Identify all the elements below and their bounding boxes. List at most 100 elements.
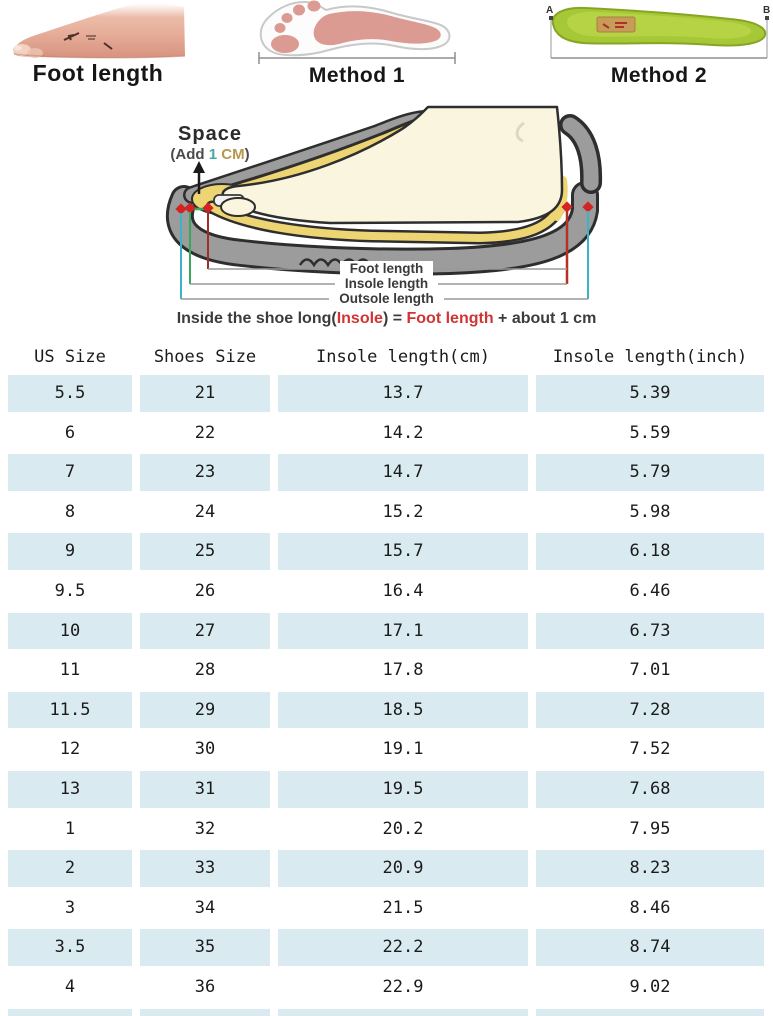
table-cell: 12: [59, 739, 81, 760]
table-cell: 6.18: [536, 533, 764, 570]
table-cell: 6.73: [536, 612, 764, 650]
table-cell: 14.2: [382, 422, 424, 443]
size-table-header: US Size Shoes Size Insole length(cm) Ins…: [0, 340, 773, 375]
foot-length-label: Foot length: [32, 60, 164, 86]
formula-foot-length: Foot length: [406, 310, 494, 327]
table-cell: 16.4: [382, 580, 424, 601]
table-cell: 23: [140, 454, 270, 491]
table-row: 6 22 14.2 5.59: [0, 415, 773, 452]
table-cell: 34: [194, 897, 216, 918]
table-row: 3.5 35 22.2 8.74: [0, 929, 773, 966]
add-cm-unit: CM: [221, 146, 245, 163]
table-cell: 7: [8, 454, 132, 491]
header-insole-inch: Insole length(inch): [552, 347, 748, 367]
table-cell: 7.28: [536, 691, 764, 729]
shoe-diagram: Space (Add 1 CM) Foot length Insole leng…: [0, 95, 773, 340]
header-us-size: US Size: [34, 347, 106, 367]
table-cell: 19.1: [382, 739, 424, 760]
insole-length-line-label: Insole length: [0, 276, 773, 291]
table-cell: 33: [140, 850, 270, 887]
table-cell: 21: [140, 375, 270, 412]
table-cell: 24: [194, 501, 216, 522]
table-cell: 21.5: [382, 897, 424, 918]
table-row: 1 32 20.2 7.95: [0, 811, 773, 848]
space-add-label: (Add 1 CM): [170, 146, 250, 163]
table-cell: 11.5: [8, 691, 132, 729]
table-cell: 27: [140, 612, 270, 650]
table-cell: 7.95: [629, 818, 671, 839]
table-cell: 9.02: [629, 976, 671, 997]
table-cell: 15.2: [382, 501, 424, 522]
table-cell: 7.01: [629, 660, 671, 681]
table-cell: 32: [194, 818, 216, 839]
table-cell: 20.2: [382, 818, 424, 839]
table-row-partial: [0, 1008, 773, 1016]
table-cell: 8.23: [536, 850, 764, 887]
table-row: 5.5 21 13.7 5.39: [0, 375, 773, 412]
table-cell: 13.7: [278, 375, 528, 412]
table-cell: [140, 1008, 270, 1016]
table-cell: 5.39: [536, 375, 764, 412]
table-cell: 7.68: [536, 770, 764, 808]
insole-marker-b: B: [763, 5, 770, 16]
table-cell: 17.1: [278, 612, 528, 650]
outsole-length-line-label: Outsole length: [0, 291, 773, 306]
table-cell: 18.5: [278, 691, 528, 729]
table-cell: 9: [8, 533, 132, 570]
table-row: 10 27 17.1 6.73: [0, 612, 773, 650]
table-cell: 2: [8, 850, 132, 887]
foot-length-line-label: Foot length: [0, 261, 773, 276]
table-cell: 5.98: [629, 501, 671, 522]
space-label: Space: [178, 123, 242, 145]
table-cell: 9.5: [54, 580, 86, 601]
table-cell: 4: [64, 976, 76, 997]
table-cell: 15.7: [278, 533, 528, 570]
table-row: 9 25 15.7 6.18: [0, 533, 773, 570]
table-cell: 17.8: [382, 660, 424, 681]
table-cell: 20.9: [278, 850, 528, 887]
table-cell: 26: [194, 580, 216, 601]
table-cell: 5.59: [629, 422, 671, 443]
table-cell: 29: [140, 691, 270, 729]
table-cell: 31: [140, 770, 270, 808]
table-row: 13 31 19.5 7.68: [0, 770, 773, 808]
foot-photo-illustration: [13, 3, 188, 59]
formula-insole: Insole: [336, 310, 383, 327]
table-cell: 22.9: [382, 976, 424, 997]
table-cell: [278, 1008, 528, 1016]
footprint-illustration: [258, 0, 456, 64]
table-row: 8 24 15.2 5.98: [0, 494, 773, 531]
table-cell: 10: [8, 612, 132, 650]
table-cell: 13: [8, 770, 132, 808]
insole-formula: Inside the shoe long(Insole) = Foot leng…: [176, 310, 597, 327]
table-cell: 14.7: [278, 454, 528, 491]
table-cell: 25: [140, 533, 270, 570]
method1-label: Method 1: [308, 64, 406, 87]
table-cell: [536, 1008, 764, 1016]
table-cell: 5.5: [8, 375, 132, 412]
table-row: 3 34 21.5 8.46: [0, 890, 773, 927]
table-cell: 3.5: [8, 929, 132, 966]
table-cell: 7.52: [629, 739, 671, 760]
table-cell: 28: [194, 660, 216, 681]
method2-label: Method 2: [610, 64, 708, 87]
table-row: 11.5 29 18.5 7.28: [0, 691, 773, 729]
table-row: 12 30 19.1 7.52: [0, 731, 773, 768]
table-cell: 5.79: [536, 454, 764, 491]
table-cell: 8.74: [536, 929, 764, 966]
table-cell: 6: [64, 422, 76, 443]
table-row: 7 23 14.7 5.79: [0, 454, 773, 491]
table-cell: 8: [64, 501, 76, 522]
table-cell: 22.2: [278, 929, 528, 966]
table-cell: 36: [194, 976, 216, 997]
table-row: 4 36 22.9 9.02: [0, 969, 773, 1006]
table-row: 9.5 26 16.4 6.46: [0, 573, 773, 610]
table-row: 11 28 17.8 7.01: [0, 652, 773, 689]
table-cell: 30: [194, 739, 216, 760]
insole-illustration: A B: [546, 5, 770, 59]
table-cell: 8.46: [629, 897, 671, 918]
table-cell: 3: [64, 897, 76, 918]
table-cell: 19.5: [278, 770, 528, 808]
insole-marker-a: A: [546, 5, 553, 16]
